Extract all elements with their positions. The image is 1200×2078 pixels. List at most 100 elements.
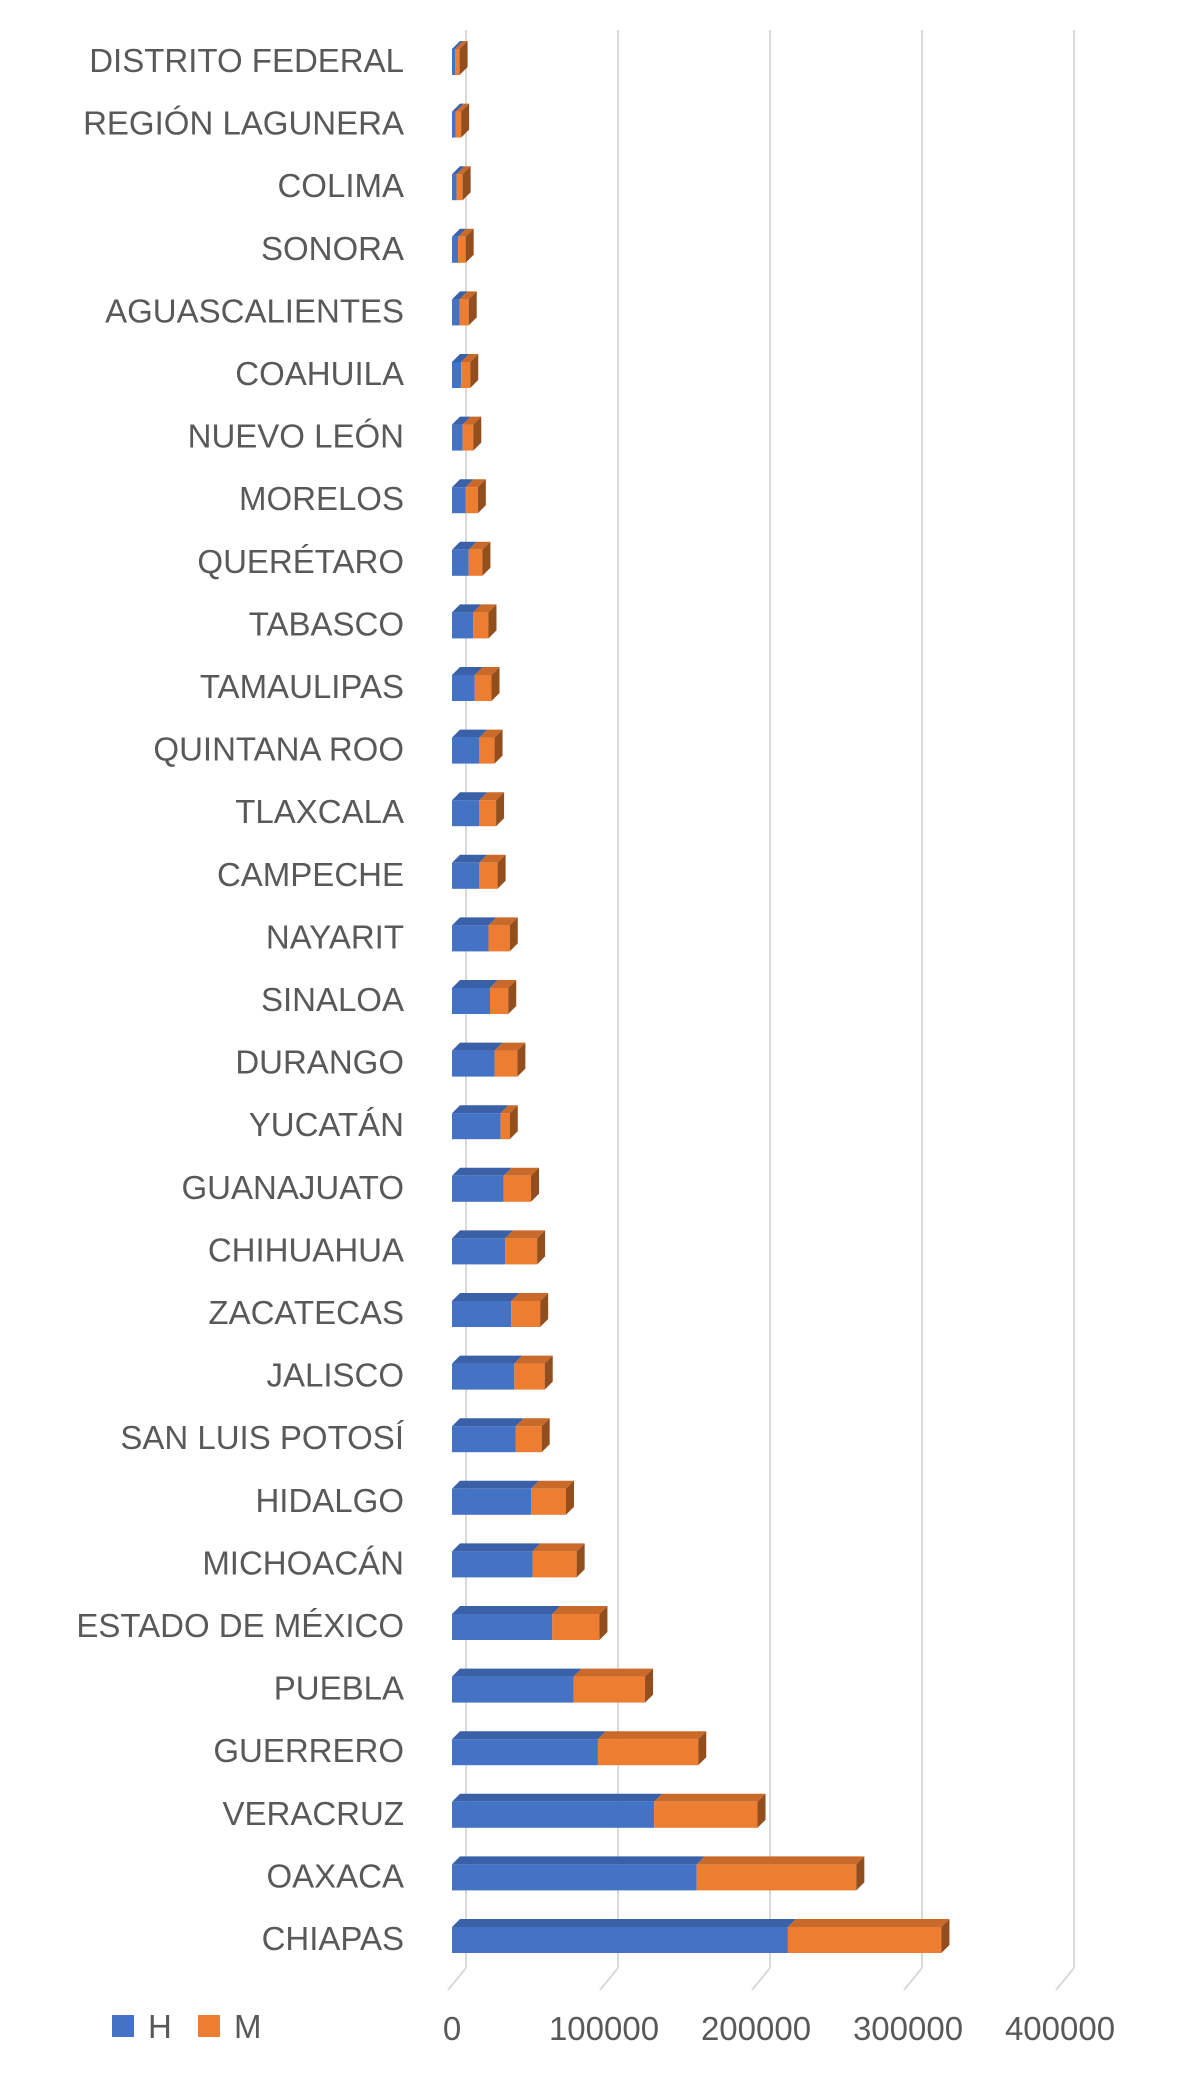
bar-top-m bbox=[505, 1230, 546, 1239]
bar-top-m bbox=[597, 1731, 707, 1740]
bar-side-m bbox=[477, 479, 486, 514]
bar-segment-m bbox=[474, 675, 492, 701]
bar-segment-h bbox=[452, 1927, 788, 1953]
bar-top-h bbox=[452, 1856, 705, 1865]
floor-gridline bbox=[447, 1967, 467, 1991]
bar-segment-m bbox=[488, 925, 510, 952]
bar-top-m bbox=[473, 604, 497, 613]
legend-swatch-m bbox=[198, 2015, 220, 2037]
category-label: SAN LUIS POTOSÍ bbox=[120, 1419, 404, 1456]
bar-segment-m bbox=[654, 1801, 758, 1828]
bar-top-h bbox=[452, 604, 482, 613]
bar-segment-h bbox=[452, 1363, 515, 1390]
bar-segment-h bbox=[452, 1676, 574, 1703]
bar-side-m bbox=[509, 917, 518, 952]
category-label: TABASCO bbox=[249, 605, 404, 642]
bar-segment-m bbox=[465, 487, 478, 514]
bar-top-h bbox=[452, 291, 468, 300]
bar-side-m bbox=[941, 1919, 950, 1953]
bar-top-h bbox=[452, 792, 488, 801]
bar-top-h bbox=[452, 1919, 796, 1927]
bar-segment-h bbox=[452, 362, 462, 388]
bar-segment-m bbox=[479, 737, 495, 764]
category-label: COAHUILA bbox=[235, 355, 404, 392]
gridlines bbox=[447, 30, 1075, 1991]
bar-segment-h bbox=[452, 925, 489, 952]
category-label: GUERRERO bbox=[213, 1732, 404, 1769]
category-label: QUINTANA ROO bbox=[153, 731, 404, 768]
bar-segment-h bbox=[452, 1175, 504, 1202]
bar-top-m bbox=[490, 980, 517, 988]
category-label: PUEBLA bbox=[274, 1670, 404, 1707]
bar-segment-m bbox=[455, 111, 462, 138]
category-label: QUERÉTARO bbox=[197, 543, 404, 580]
bar-segment-h bbox=[452, 988, 490, 1014]
category-label: REGIÓN LAGUNERA bbox=[83, 105, 404, 142]
bar-segment-m bbox=[473, 612, 489, 639]
category-label: DURANGO bbox=[235, 1044, 404, 1081]
bar-segment-m bbox=[479, 800, 497, 827]
bar-segment-h bbox=[452, 1113, 501, 1140]
bar-side-m bbox=[459, 41, 468, 75]
bar-segment-m bbox=[461, 362, 471, 388]
bar-segment-m bbox=[573, 1676, 646, 1703]
bar-top-h bbox=[452, 166, 465, 175]
bar-side-m bbox=[856, 1856, 865, 1891]
category-label: MORELOS bbox=[239, 480, 404, 517]
bar-top-m bbox=[514, 1355, 553, 1364]
x-tick-label: 400000 bbox=[1005, 2010, 1115, 2047]
bar-top-m bbox=[459, 291, 477, 300]
bar-top-m bbox=[479, 854, 506, 863]
bar-top-h bbox=[452, 103, 464, 112]
category-label: AGUASCALIENTES bbox=[105, 292, 404, 329]
bar-top-m bbox=[552, 1606, 608, 1614]
bar-segment-h bbox=[452, 862, 480, 889]
bar-side-m bbox=[462, 166, 471, 201]
category-label: ESTADO DE MÉXICO bbox=[76, 1607, 404, 1644]
bar-segment-m bbox=[511, 1301, 541, 1327]
x-tick-label: 200000 bbox=[701, 2010, 811, 2047]
bar-side-m bbox=[531, 1167, 540, 1202]
bar-segment-h bbox=[452, 1614, 553, 1640]
bar-segment-h bbox=[452, 800, 480, 827]
bar-top-m bbox=[654, 1793, 766, 1802]
floor-gridline bbox=[1055, 1967, 1075, 1991]
bar-segment-m bbox=[479, 862, 498, 889]
bar-segment-m bbox=[500, 1113, 510, 1140]
bar-segment-m bbox=[505, 1238, 538, 1265]
category-label: SONORA bbox=[261, 230, 404, 267]
bar-top-m bbox=[696, 1856, 865, 1865]
bar-top-m bbox=[465, 479, 486, 488]
bar-top-h bbox=[452, 667, 483, 675]
category-label: CHIHUAHUA bbox=[208, 1231, 404, 1268]
bar-top-h bbox=[452, 729, 488, 738]
bar-segment-m bbox=[532, 1551, 577, 1578]
bar-side-m bbox=[517, 1042, 526, 1077]
bar-top-m bbox=[474, 667, 500, 675]
bar-segment-h bbox=[452, 487, 466, 514]
bar-top-h bbox=[452, 479, 474, 488]
bar-segment-h bbox=[452, 1238, 506, 1265]
bar-side-m bbox=[496, 792, 505, 827]
bar-side-m bbox=[540, 1293, 549, 1327]
bar-side-m bbox=[566, 1480, 574, 1515]
bar-segment-m bbox=[515, 1426, 542, 1453]
category-label: YUCATÁN bbox=[249, 1106, 404, 1143]
bar-segment-h bbox=[452, 1801, 655, 1828]
bar-side-m bbox=[473, 416, 482, 451]
bar-top-h bbox=[452, 41, 464, 49]
bar-top-h bbox=[452, 1042, 503, 1051]
bar-top-m bbox=[458, 228, 474, 237]
bar-side-m bbox=[544, 1355, 553, 1390]
bar-top-h bbox=[452, 980, 498, 988]
bar-top-h bbox=[452, 1355, 523, 1364]
bar-top-m bbox=[532, 1543, 585, 1552]
bar-segment-m bbox=[455, 49, 460, 75]
category-label: ZACATECAS bbox=[208, 1294, 404, 1331]
bar-top-h bbox=[452, 917, 497, 926]
bar-top-h bbox=[452, 228, 467, 237]
bar-top-m bbox=[573, 1668, 654, 1677]
bar-top-m bbox=[511, 1293, 549, 1301]
bar-side-m bbox=[465, 228, 474, 263]
bar-side-m bbox=[541, 1418, 550, 1453]
